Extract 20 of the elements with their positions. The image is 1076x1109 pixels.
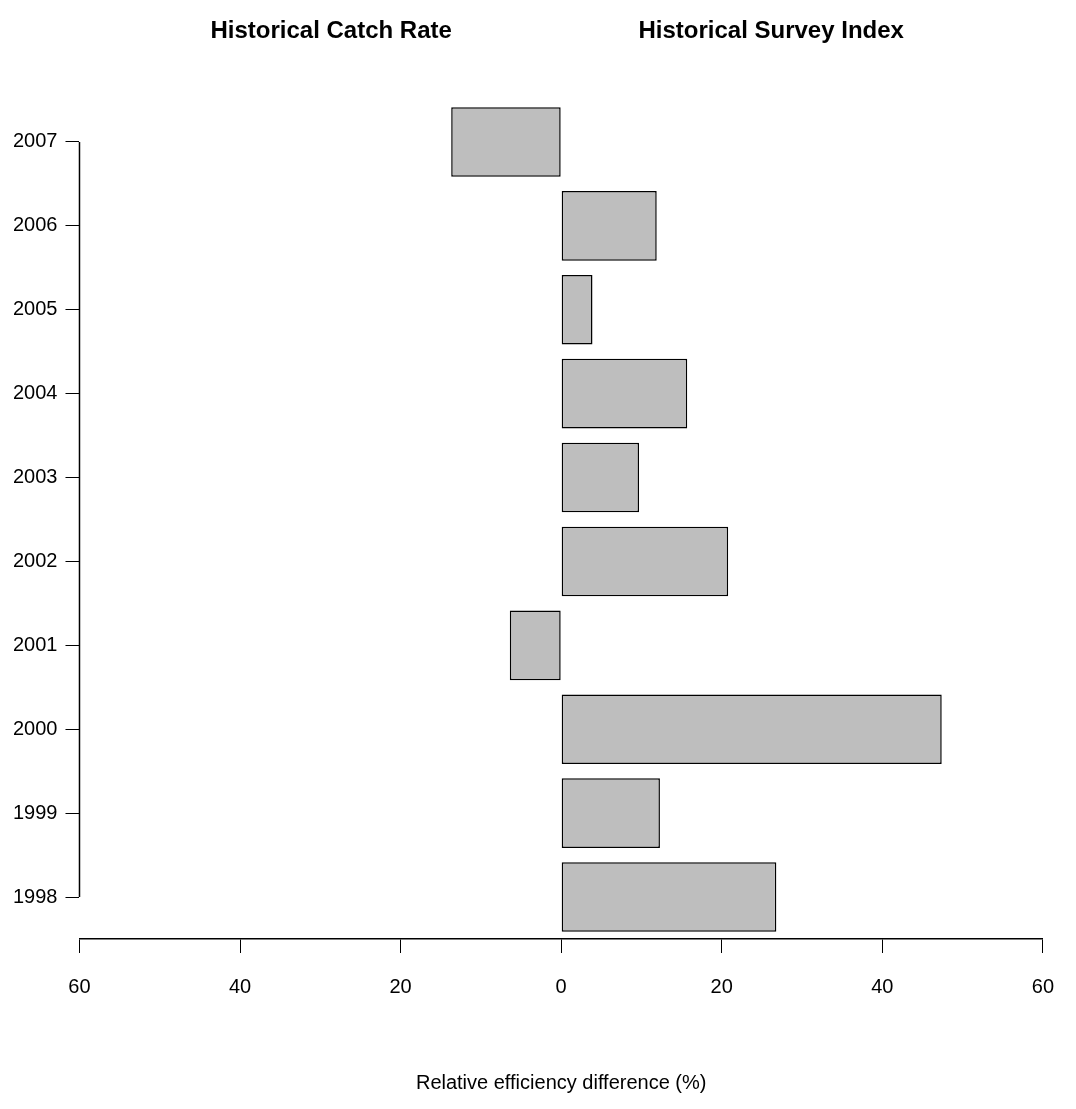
- x-tick-label: 20: [710, 974, 733, 997]
- x-tick-label: 60: [1031, 974, 1054, 997]
- x-axis-title: Relative efficiency difference (%): [415, 1070, 707, 1093]
- text: Historical Catch Rate: [210, 16, 452, 43]
- y-tick-label: 2006: [12, 213, 58, 236]
- y-tick-label: 2002: [12, 548, 58, 571]
- y-tick-label: 1998: [12, 884, 58, 907]
- y-tick-label: 2000: [12, 716, 58, 739]
- y-tick-label: 2007: [12, 129, 58, 152]
- x-tick-label: 0: [555, 974, 567, 997]
- y-tick-label: 1999: [12, 800, 58, 823]
- y-tick-label: 2001: [12, 632, 58, 655]
- x-tick-label: 40: [871, 974, 894, 997]
- y-tick-label: 2003: [12, 465, 58, 488]
- x-tick-label: 60: [68, 974, 91, 997]
- y-tick-label: 2004: [12, 381, 58, 404]
- x-tick-label: 40: [228, 974, 252, 997]
- x-tick-label: 20: [389, 974, 412, 997]
- y-tick-label: 2005: [12, 297, 58, 320]
- text: Historical Survey Index: [638, 16, 905, 43]
